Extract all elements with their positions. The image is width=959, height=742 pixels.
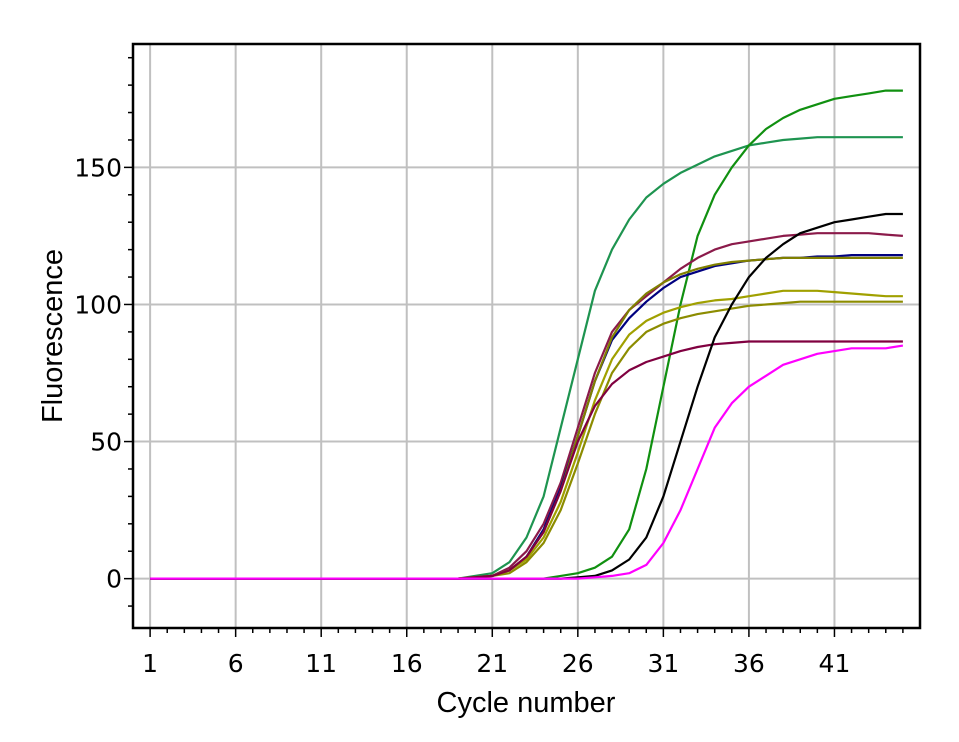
series-line [150, 136, 903, 580]
x-tick-label: 26 [562, 649, 594, 678]
y-tick-label: 100 [74, 290, 122, 319]
series-layer [150, 89, 904, 580]
y-tick-label: 150 [74, 153, 122, 182]
series-line [150, 300, 903, 580]
y-tick-label: 0 [106, 565, 122, 594]
series-line [150, 232, 903, 580]
y-axis-title: Fluorescence [37, 249, 69, 423]
x-tick-label: 31 [647, 649, 679, 678]
series-line [150, 289, 903, 580]
x-tick-label: 16 [391, 649, 423, 678]
series-line [150, 344, 904, 580]
y-tick-label: 50 [90, 428, 122, 457]
x-tick-label: 6 [228, 649, 244, 678]
x-axis-title: Cycle number [437, 687, 616, 719]
x-tick-label: 11 [305, 649, 337, 678]
x-tick-label: 41 [819, 649, 851, 678]
plot-area [133, 44, 920, 628]
x-tick-label: 21 [476, 649, 508, 678]
series-line [150, 212, 903, 580]
x-tick-label: 1 [142, 649, 158, 678]
grid [133, 44, 920, 628]
x-tick-label: 36 [733, 649, 765, 678]
series-line [150, 89, 903, 580]
series-line [150, 340, 903, 580]
